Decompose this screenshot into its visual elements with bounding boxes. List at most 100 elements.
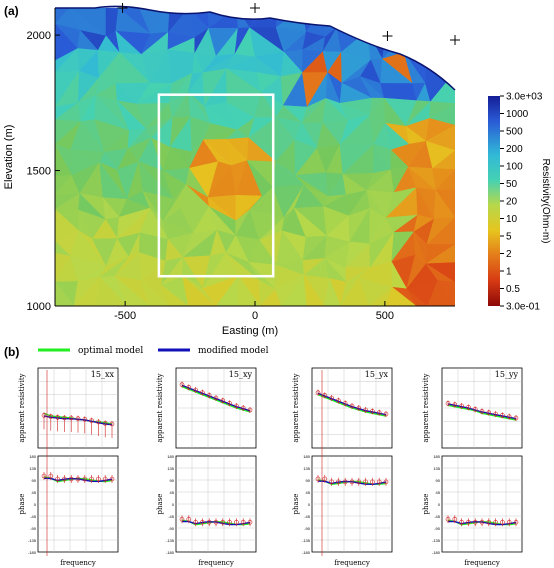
phase-tick-label: -180 <box>28 550 37 555</box>
phase-tick-label: -180 <box>166 550 175 555</box>
observed-point <box>363 407 368 413</box>
observed-point <box>48 414 54 419</box>
observed-point <box>227 401 232 406</box>
colorbar-tick-label: 3.0e+03 <box>506 92 543 103</box>
mesh-cell <box>386 7 418 27</box>
xlabel-frequency: frequency <box>464 559 500 567</box>
ylabel-resistivity: apparent resistivity <box>156 373 164 442</box>
mesh-cell <box>403 23 432 53</box>
y-tick-label: 1000 <box>27 301 51 313</box>
observed-point <box>486 410 492 415</box>
phase-tick-label: -90 <box>30 526 37 531</box>
phase-observed-point <box>193 519 198 525</box>
phase-observed-point <box>513 519 519 525</box>
mesh-cell <box>426 33 455 63</box>
phase-observed-point <box>62 476 67 482</box>
colorbar-ticks: 3.0e+03 1000 500 200 100 50 20 10 5 2 1 0.5 3.0e-01 <box>500 92 543 313</box>
x-tick-label: 500 <box>376 310 394 322</box>
ylabel-phase: phase <box>156 494 164 515</box>
phase-tick-label: 180 <box>167 454 174 459</box>
ylabel-resistivity: apparent resistivity <box>18 373 26 442</box>
observed-point <box>376 410 382 415</box>
highlight-box <box>157 93 275 278</box>
observed-point <box>200 390 205 395</box>
phase-observed-point <box>376 479 382 485</box>
legend-modified-label: modified model <box>198 346 269 356</box>
colorbar-tick-label: 10 <box>506 214 518 225</box>
phase-observed-point <box>452 516 458 522</box>
subplot-title: 15_xy <box>229 370 253 379</box>
observed-point <box>472 407 478 412</box>
panel-a-axes: -500 0 500 1000 1500 2000 <box>27 3 460 322</box>
phase-observed-point <box>220 519 226 525</box>
phase-observed-point <box>370 479 375 485</box>
phase-tick-label: 0 <box>34 502 37 507</box>
x-tick-label: -500 <box>114 310 136 322</box>
panel-b-label: (b) <box>4 345 19 359</box>
phase-observed-point <box>179 516 185 522</box>
phase-tick-label: 90 <box>32 478 37 483</box>
subplot-title: 15_yy <box>495 370 519 379</box>
mesh-cell <box>435 7 455 35</box>
phase-observed-point <box>247 519 253 525</box>
observed-point <box>206 393 212 398</box>
colorbar-tick-label: 100 <box>506 162 523 173</box>
ylabel-phase: phase <box>18 494 26 515</box>
phase-tick-label: 45 <box>436 490 441 495</box>
phase-observed-point <box>459 519 464 525</box>
observed-point <box>329 395 334 401</box>
phase-observed-point <box>479 519 485 525</box>
observed-point <box>89 418 94 423</box>
observed-point <box>55 415 60 420</box>
phase-observed-point <box>383 479 389 485</box>
observed-point <box>220 398 226 403</box>
subplot-title: 15_yx <box>365 370 389 379</box>
observed-point <box>102 421 108 426</box>
phase-observed-point <box>206 519 212 525</box>
phase-tick-label: 180 <box>433 454 440 459</box>
panel-a-label: (a) <box>4 4 19 18</box>
mesh-cell <box>413 7 432 29</box>
phase-tick-label: -135 <box>432 538 441 543</box>
phase-observed-point <box>82 476 88 482</box>
phase-observed-point <box>466 519 471 525</box>
colorbar-tick-label: 1000 <box>506 109 529 120</box>
phase-observed-point <box>227 519 232 525</box>
colorbar-tick-label: 2 <box>506 249 512 260</box>
phase-observed-point <box>493 519 498 525</box>
observed-point <box>500 413 505 418</box>
mesh-cell <box>361 7 388 32</box>
observed-point <box>62 415 67 421</box>
observed-point <box>109 421 115 427</box>
mesh-cell <box>403 27 432 53</box>
subplot-15_yx: 15_yx apparent resistivity phase 180 135 90 45… <box>292 367 393 567</box>
colorbar-tick-label: 1 <box>506 267 512 278</box>
phase-tick-label: -135 <box>302 538 311 543</box>
phase-tick-label: 180 <box>303 454 310 459</box>
observed-point <box>479 409 485 414</box>
phase-observed-point <box>356 479 362 485</box>
observed-point <box>315 390 321 395</box>
observed-point <box>68 415 74 421</box>
observed-point <box>466 405 471 410</box>
observed-point <box>513 415 519 421</box>
observed-point <box>452 402 458 407</box>
observed-point <box>240 405 246 411</box>
observed-point <box>186 385 192 390</box>
colorbar <box>488 96 500 306</box>
ylabel-phase: phase <box>422 494 430 515</box>
phase-observed-point <box>506 519 512 525</box>
phase-observed-point <box>486 519 492 525</box>
subplot-15_xy: 15_xy apparent resistivity phase 180 135 90 45… <box>156 367 257 567</box>
observed-point <box>193 387 198 393</box>
mesh-cell <box>413 7 437 29</box>
phase-tick-label: 45 <box>170 490 175 495</box>
phase-tick-label: -90 <box>168 526 175 531</box>
phase-tick-label: 0 <box>172 502 175 507</box>
observed-point <box>213 395 219 401</box>
phase-observed-point <box>336 479 341 485</box>
colorbar-tick-label: 20 <box>506 197 518 208</box>
phase-observed-point <box>109 476 115 482</box>
phase-tick-label: 90 <box>306 478 311 483</box>
